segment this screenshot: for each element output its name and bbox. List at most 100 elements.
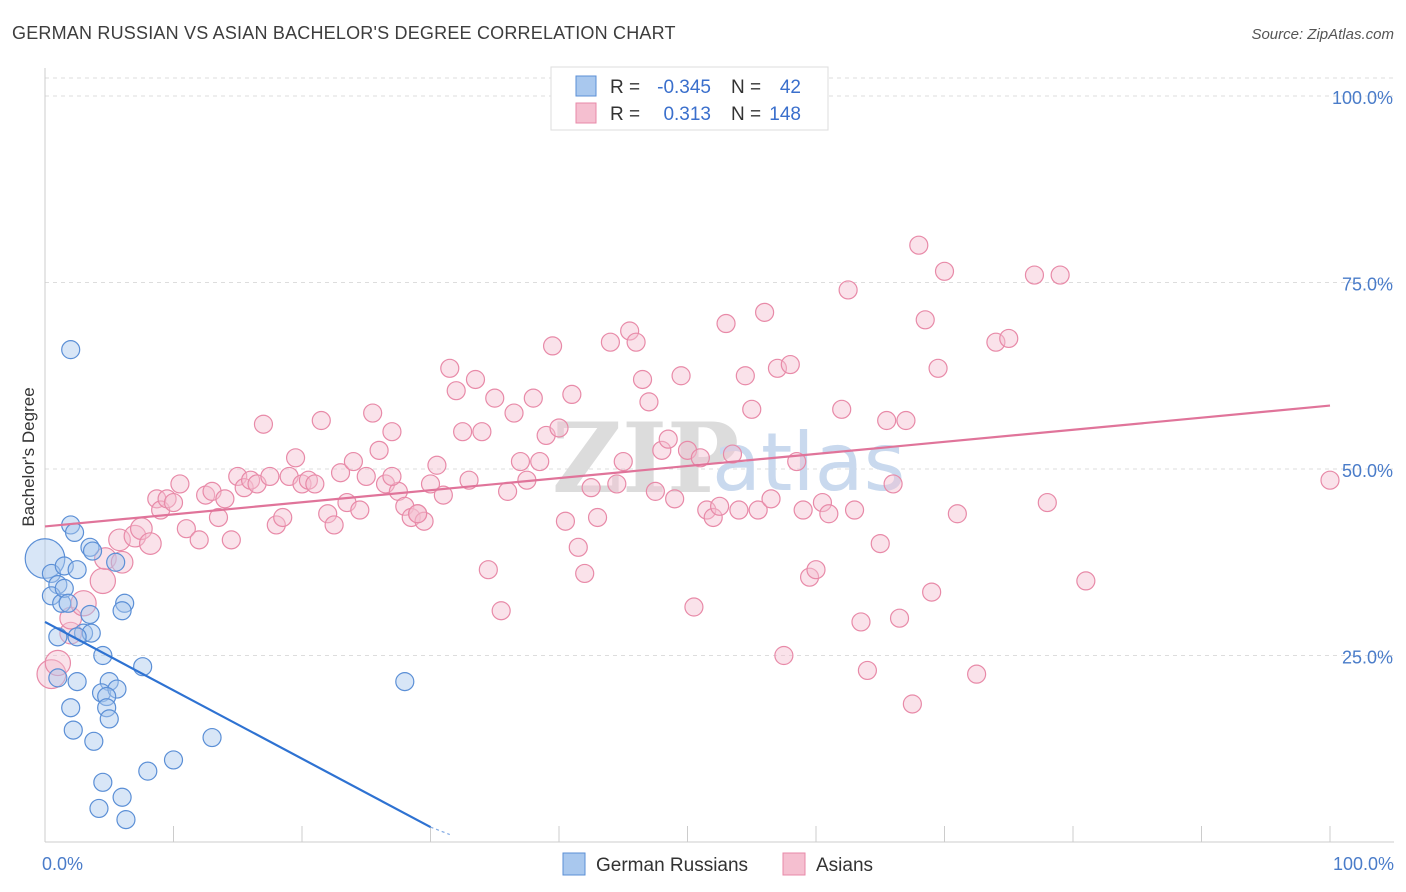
german-russians-point [48,668,68,688]
asians-point [420,474,441,494]
legend-r-value-asians: 0.313 [663,104,711,125]
german-russians-point [138,761,158,781]
german-russians-point [80,604,100,625]
asians-point [581,478,601,498]
asians-point [639,392,659,412]
asians-point [208,507,229,528]
asians-point [408,504,428,524]
legend-r-value-german-russians: -0.345 [657,77,711,98]
asians-point [542,336,563,356]
asians-point [857,660,878,681]
asians-point [523,388,543,408]
legend-n-label-german-russians: N = [731,77,761,98]
asians-point [1037,492,1057,513]
german-russians-point [82,541,103,561]
german-russians-point [81,623,101,643]
asians-point [748,500,768,520]
legend-frame [550,66,829,131]
legend-n-label-asians: N = [731,104,761,125]
asians-point [729,500,749,520]
asians-point [613,451,633,472]
legend-n-value-asians: 148 [769,104,801,125]
asians-point [427,455,447,475]
asians-point [93,547,117,570]
asians-point [832,399,852,419]
x-axis-ticks [173,826,1331,842]
asians-point [632,369,653,390]
asians-point [909,235,929,255]
asians-point [549,418,569,438]
german-russians-point [61,698,81,718]
german-russians-point [115,593,135,613]
german-russians-points [24,340,415,830]
asians-point [806,560,826,580]
asians-point [311,410,331,431]
asians-point [877,410,897,431]
asians-point [716,313,736,334]
german-russians-point [58,593,78,613]
legend-box: R = -0.345 N = 42 R = 0.313 N = 148 [550,66,829,131]
asians-point [221,530,241,550]
asians-point [799,567,820,587]
asians-point [89,567,117,595]
asians-point [671,366,691,386]
asians-point [138,532,162,555]
asians-point [793,500,813,520]
asians-point [108,528,131,552]
asians-point [260,466,280,487]
asians-point [774,645,794,666]
asians-point [330,463,351,483]
asians-point [754,302,775,322]
asians-point [465,369,486,390]
asians-point [684,597,704,617]
german-russians-point [112,787,132,807]
watermark-atlas: atlas [712,416,905,509]
asians-point [967,664,987,684]
legend-r-label-asians: R = [610,104,640,125]
asians-point [324,515,344,535]
asians-point [510,451,531,472]
asians-point [844,500,865,520]
asians-point [555,511,576,531]
asians-point [414,511,434,531]
y-axis-tick-labels: 100.0% 75.0% 50.0% 25.0% [1332,88,1393,668]
german-russians-point [97,698,117,718]
asians-point [369,440,389,460]
asians-point [889,608,910,628]
asians-point [485,388,505,408]
x-tick-label-right: 100.0% [1333,854,1394,874]
asians-point [652,440,672,460]
asians-point [498,481,518,501]
asians-point [163,492,184,513]
asians-point [761,489,781,509]
asians-point [215,489,235,509]
legend-n-value-german-russians: 42 [780,77,801,98]
asians-point [273,507,293,528]
german-russians-point [97,686,117,707]
gridlines [45,77,1394,656]
asians-point [305,474,325,494]
asians-point [363,403,383,423]
asians-point [870,533,890,554]
asians-point [902,694,922,714]
asians-point [947,504,967,524]
german-russians-point [99,709,119,729]
asians-point [575,563,595,584]
bottom-legend-swatch-german-russians [562,852,586,876]
asians-point [999,328,1019,349]
y-tick-label: 50.0% [1342,461,1393,481]
german-russians-point [202,727,222,748]
asians-point [587,507,608,528]
german-russians-point [106,552,126,572]
legend-swatch-asians [575,102,597,124]
german-russians-point [67,560,87,580]
y-axis-label: Bachelor's Degree [19,387,38,526]
asians-point [530,451,550,472]
watermark: ZIP atlas [552,402,905,515]
y-tick-label: 100.0% [1332,88,1393,108]
asians-point [883,474,903,494]
asians-point [433,485,453,505]
asians-point [851,612,871,632]
asians-point [478,560,498,580]
german-russians-point [99,672,119,692]
